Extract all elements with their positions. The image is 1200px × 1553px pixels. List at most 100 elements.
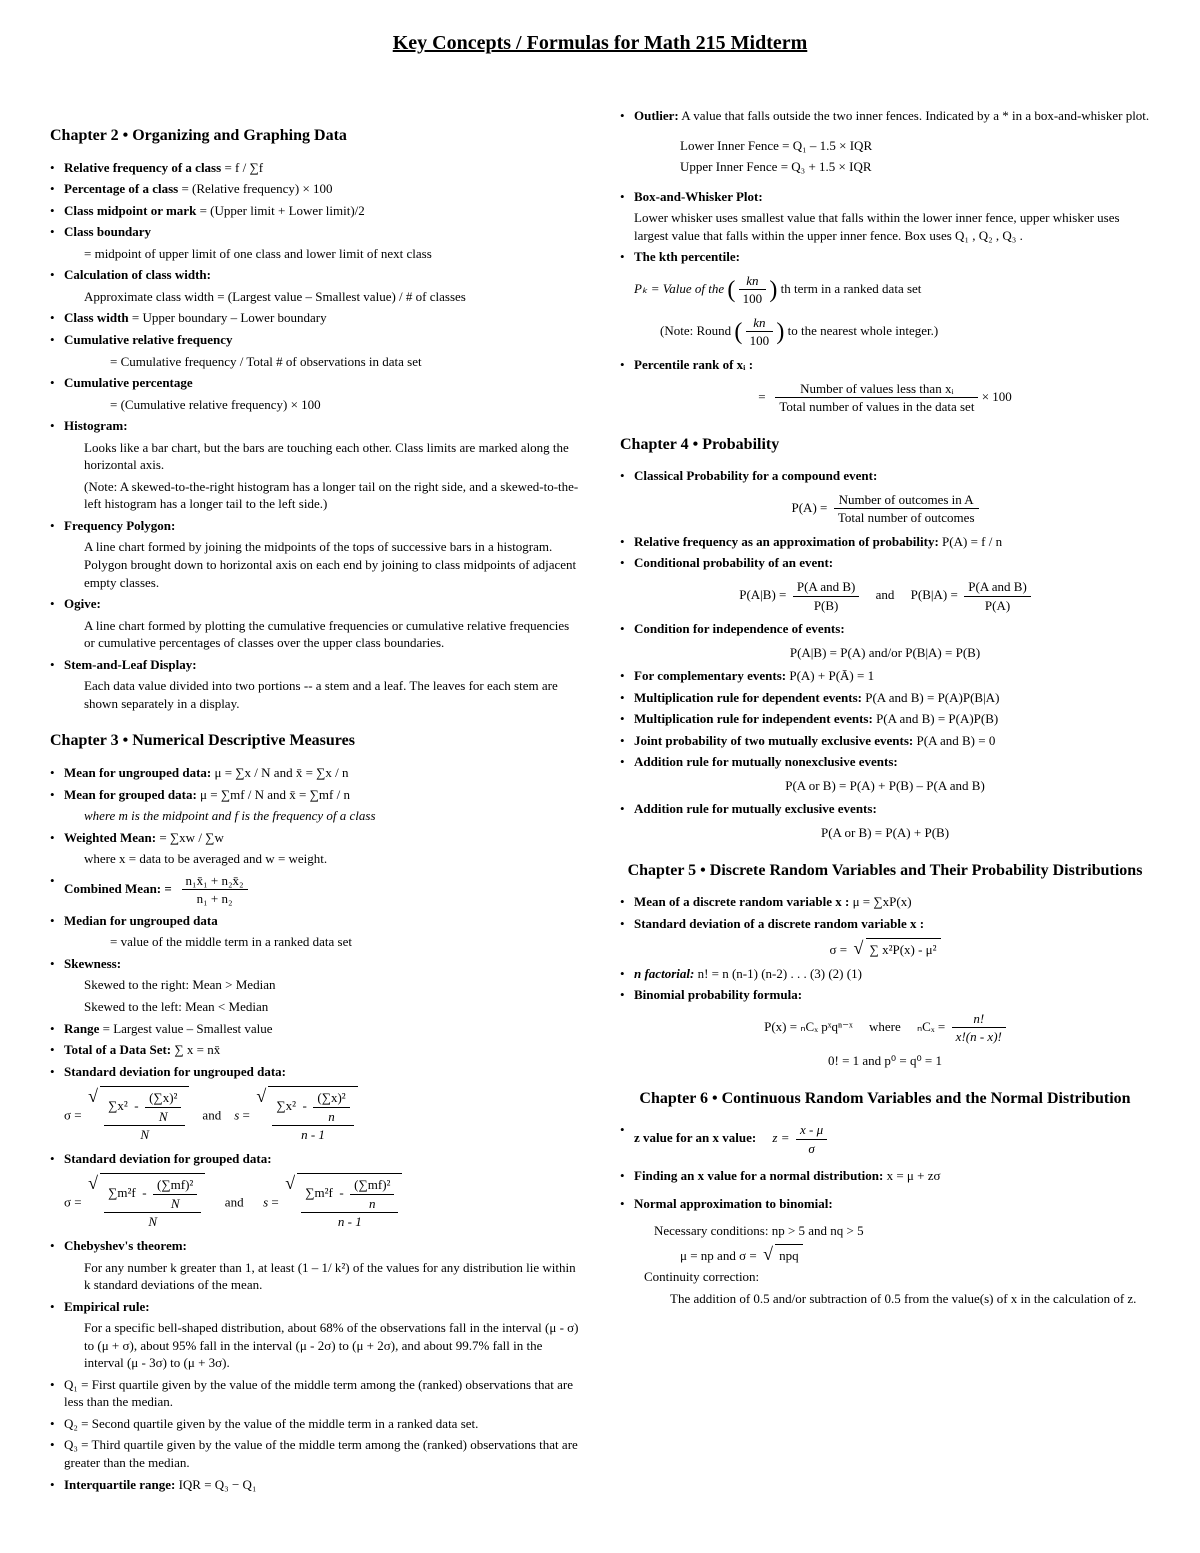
pct-label: Percentage of a class <box>64 181 178 196</box>
ch5-mean-label: Mean of a discrete random variable x : <box>634 894 849 909</box>
indep-val: P(A|B) = P(A) and/or P(B|A) = P(B) <box>620 644 1150 662</box>
hist-val1: Looks like a bar chart, but the bars are… <box>50 439 580 474</box>
q1-val: First quartile given by the value of the… <box>64 1377 573 1410</box>
stem-val: Each data value divided into two portion… <box>50 677 580 712</box>
findx-val: x = μ + zσ <box>883 1168 940 1183</box>
mean-grp-note: where m is the midpoint and f is the fre… <box>50 807 580 825</box>
mean-ung-label: Mean for ungrouped data: <box>64 765 211 780</box>
skew-label: Skewness: <box>64 956 121 971</box>
box-label: Box-and-Whisker Plot: <box>634 189 763 204</box>
addnon-label: Addition rule for mutually nonexclusive … <box>634 754 898 769</box>
cumrelfreq-label: Cumulative relative frequency <box>64 332 233 347</box>
document-title: Key Concepts / Formulas for Math 215 Mid… <box>50 30 1150 57</box>
z-label: z value for an x value: <box>634 1130 756 1145</box>
hist-val2: (Note: A skewed-to-the-right histogram h… <box>50 478 580 513</box>
cumpct-label: Cumulative percentage <box>64 375 193 390</box>
emp-label: Empirical rule: <box>64 1299 150 1314</box>
muldep-val: P(A and B) = P(A)P(B|A) <box>862 690 999 705</box>
left-column: Chapter 2 • Organizing and Graphing Data… <box>50 107 580 1497</box>
ch3-right-list: Outlier: A value that falls outside the … <box>620 107 1150 125</box>
wmean-note: where x = data to be averaged and w = we… <box>50 850 580 868</box>
cond-formula: P(A|B) = P(A and B)P(B) and P(B|A) = P(A… <box>620 578 1150 614</box>
comp-val: P(A) + P(Ā) = 1 <box>786 668 874 683</box>
ch6-title: Chapter 6 • Continuous Random Variables … <box>620 1088 1150 1110</box>
z-frac: x - μ σ <box>796 1121 827 1157</box>
total-label: Total of a Data Set: <box>64 1042 171 1057</box>
ch2-list: Relative frequency of a class = f / ∑f P… <box>50 159 580 241</box>
sd-grp-formula: σ = ∑m²f - (∑mf)²N N and s = ∑m²f - (∑mf… <box>50 1173 580 1231</box>
midpt-val: = (Upper limit + Lower limit)/2 <box>196 203 364 218</box>
ch6-list: z value for an x value: z = x - μ σ <box>620 1121 1150 1157</box>
ch5-mean-val: μ = ∑xP(x) <box>849 894 911 909</box>
cheby-val: For any number k greater than 1, at leas… <box>50 1259 580 1294</box>
relfreq-approx-val: P(A) = f / n <box>939 534 1002 549</box>
boundary-label: Class boundary <box>64 224 151 239</box>
pct-val: = (Relative frequency) × 100 <box>178 181 332 196</box>
ch3-title: Chapter 3 • Numerical Descriptive Measur… <box>50 730 580 752</box>
q2-label: Q₂ = <box>64 1416 89 1431</box>
fact-val: n! = n (n-1) (n-2) . . . (3) (2) (1) <box>694 966 862 981</box>
wmean-val: = ∑xw / ∑w <box>156 830 224 845</box>
indep-label: Condition for independence of events: <box>634 621 845 636</box>
fact-label: n factorial: <box>634 966 694 981</box>
boundary-val: = midpoint of upper limit of one class a… <box>50 245 580 263</box>
cmean-frac: n₁x̄₁ + n₂x̄₂ n₁ + n₂ <box>182 872 248 908</box>
normapprox-label: Normal approximation to binomial: <box>634 1196 833 1211</box>
cc-label: Continuity correction: <box>620 1268 1150 1286</box>
comp-label: For complementary events: <box>634 668 786 683</box>
median-label: Median for ungrouped data <box>64 913 218 928</box>
cc-val: The addition of 0.5 and/or subtraction o… <box>620 1290 1150 1308</box>
q3-label: Q₃ = <box>64 1437 89 1452</box>
ch3-list: Mean for ungrouped data: μ = ∑x / N and … <box>50 764 580 803</box>
pk-formula: Pₖ = Value of the ( kn100 ) th term in a… <box>620 272 1150 308</box>
calcwidth-val: Approximate class width = (Largest value… <box>50 288 580 306</box>
addexc-label: Addition rule for mutually exclusive eve… <box>634 801 877 816</box>
relfreq-val: = f / ∑f <box>221 160 263 175</box>
ch5-sd-formula: σ = ∑ x²P(x) - μ² <box>620 938 1150 959</box>
cheby-label: Chebyshev's theorem: <box>64 1238 187 1253</box>
hist-label: Histogram: <box>64 418 128 433</box>
classical-formula: P(A) = Number of outcomes in A Total num… <box>620 491 1150 527</box>
freqpoly-val: A line chart formed by joining the midpo… <box>50 538 580 591</box>
skew-r: Skewed to the right: Mean > Median <box>50 976 580 994</box>
content-columns: Chapter 2 • Organizing and Graphing Data… <box>50 107 1150 1497</box>
q3-val: Third quartile given by the value of the… <box>64 1437 578 1470</box>
mu-sigma: μ = np and σ = npq <box>620 1244 1150 1265</box>
lif: Lower Inner Fence = Q₁ – 1.5 × IQR <box>620 137 1150 155</box>
findx-label: Finding an x value for a normal distribu… <box>634 1168 883 1183</box>
uif: Upper Inner Fence = Q₃ + 1.5 × IQR <box>620 158 1150 176</box>
cumpct-val: = (Cumulative relative frequency) × 100 <box>50 396 580 414</box>
cwidth-label: Class width <box>64 310 129 325</box>
q2-val: Second quartile given by the value of th… <box>89 1416 479 1431</box>
freqpoly-label: Frequency Polygon: <box>64 518 175 533</box>
outlier-label: Outlier: <box>634 108 679 123</box>
ch2-title: Chapter 2 • Organizing and Graphing Data <box>50 125 580 147</box>
sd-ung-formula: σ = ∑x² - (∑x)²N N and s = ∑x² - (∑x)²n … <box>50 1086 580 1144</box>
box-val: Lower whisker uses smallest value that f… <box>620 209 1150 244</box>
kth-label: The kth percentile: <box>634 249 740 264</box>
ch5-sd-label: Standard deviation of a discrete random … <box>634 916 924 931</box>
cumrelfreq-val: = Cumulative frequency / Total # of obse… <box>50 353 580 371</box>
classical-label: Classical Probability for a compound eve… <box>634 468 877 483</box>
binom-formula: P(x) = ₙCₓ pˣqⁿ⁻ˣ where ₙCₓ = n!x!(n - x… <box>620 1010 1150 1046</box>
zero-fact: 0! = 1 and p⁰ = q⁰ = 1 <box>620 1052 1150 1070</box>
relfreq-label: Relative frequency of a class <box>64 160 221 175</box>
sd-ung-label: Standard deviation for ungrouped data: <box>64 1064 286 1079</box>
nec: Necessary conditions: np > 5 and nq > 5 <box>620 1222 1150 1240</box>
cmean-label: Combined Mean: = <box>64 881 172 896</box>
mean-ung-val: μ = ∑x / N and x̄ = ∑x / n <box>211 765 348 780</box>
ch4-title: Chapter 4 • Probability <box>620 434 1150 456</box>
right-column: Outlier: A value that falls outside the … <box>620 107 1150 1497</box>
pk-note: (Note: Round ( kn100 ) to the nearest wh… <box>620 314 1150 350</box>
binom-label: Binomial probability formula: <box>634 987 802 1002</box>
iqr-val: IQR = Q₃ − Q₁ <box>175 1477 256 1492</box>
mean-grp-val: μ = ∑mf / N and x̄ = ∑mf / n <box>197 787 350 802</box>
median-val: = value of the middle term in a ranked d… <box>50 933 580 951</box>
q1-label: Q₁ = <box>64 1377 89 1392</box>
ch5-title: Chapter 5 • Discrete Random Variables an… <box>620 860 1150 882</box>
mean-grp-label: Mean for grouped data: <box>64 787 197 802</box>
relfreq-approx-label: Relative frequency as an approximation o… <box>634 534 939 549</box>
addexc-val: P(A or B) = P(A) + P(B) <box>620 824 1150 842</box>
prank-label: Percentile rank of xᵢ : <box>634 357 753 372</box>
iqr-label: Interquartile range: <box>64 1477 175 1492</box>
